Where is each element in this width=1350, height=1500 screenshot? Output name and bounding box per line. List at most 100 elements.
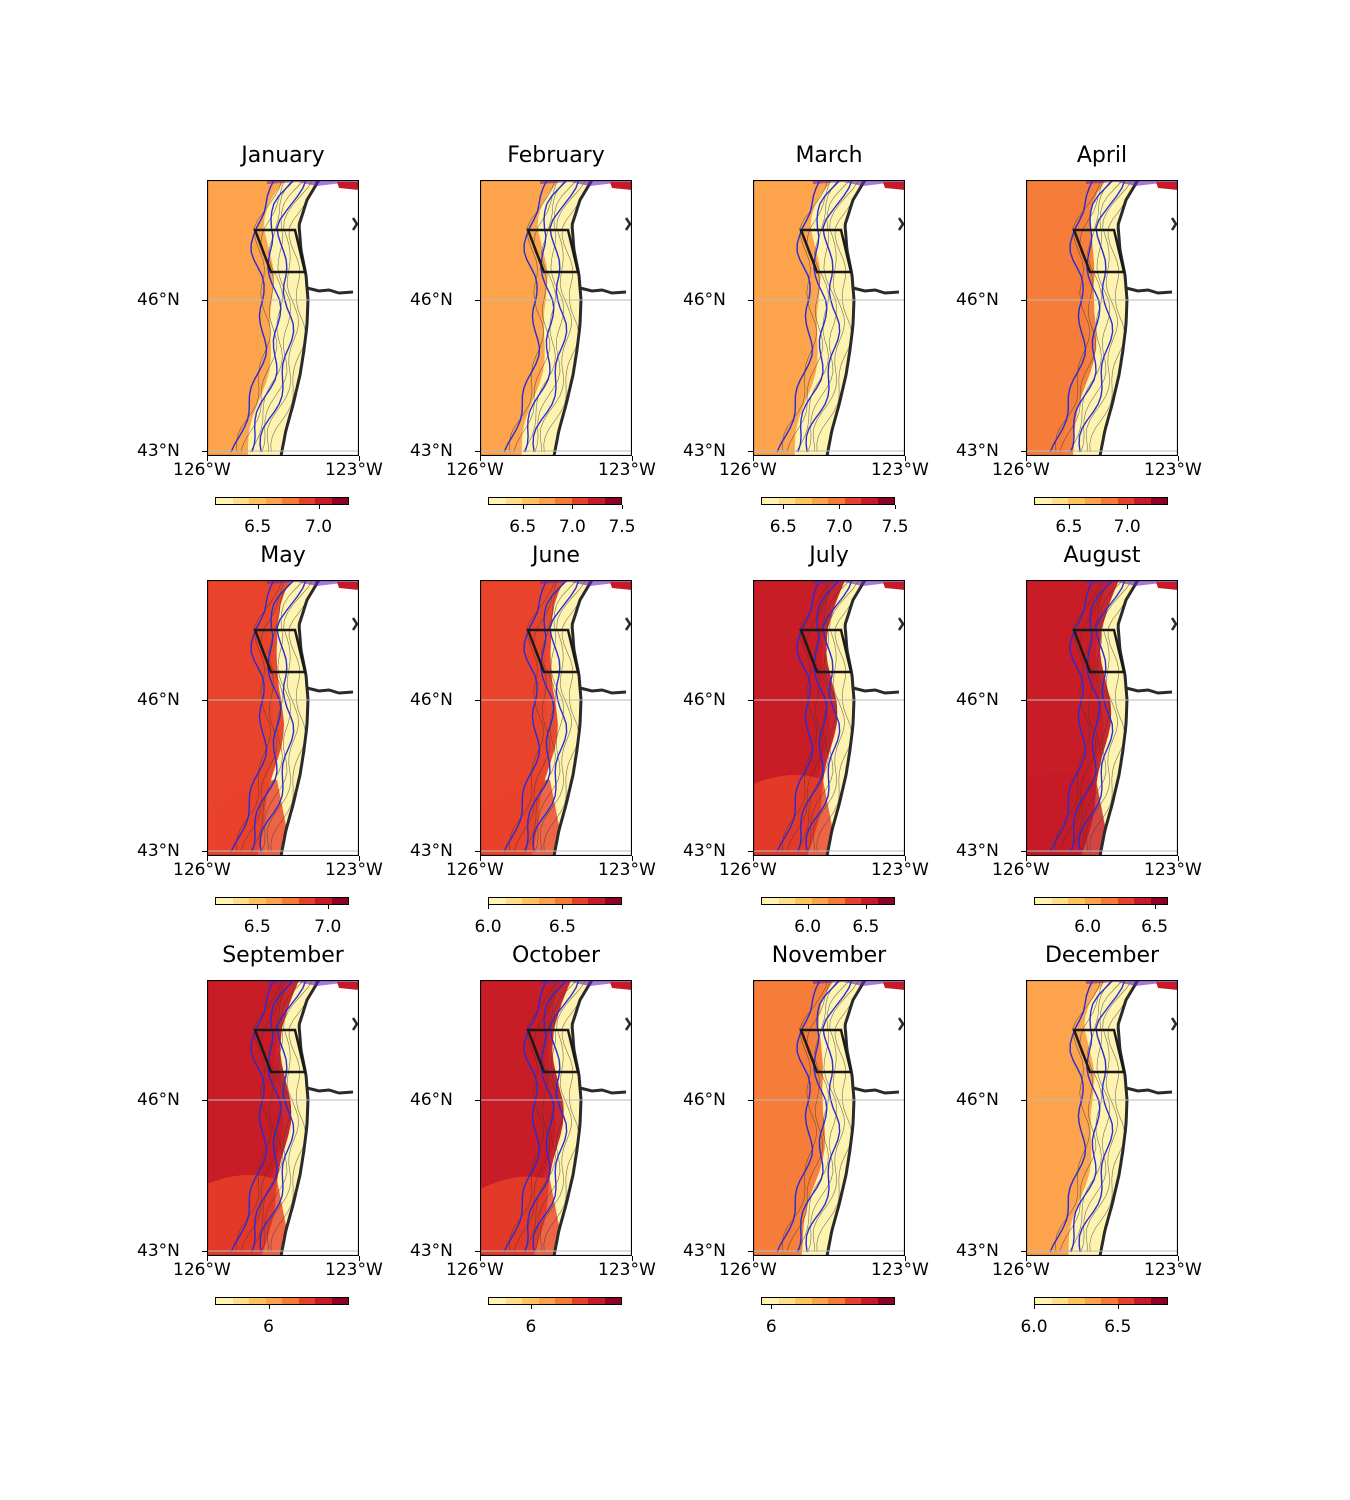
bathymetry-contour [266, 980, 314, 1253]
lon-label: 123°W [325, 860, 383, 880]
bathymetry-contour [786, 980, 831, 1253]
bathymetry-contour [235, 580, 283, 853]
panel-february: February 46°N 43°N 126°W 123°W 6.5 7.0 7.5 [410, 143, 760, 537]
colorbar-tick-label: 6.5 [509, 517, 537, 537]
lat-label: 46°N [683, 290, 726, 310]
colorbar-tick-label: 7.0 [825, 517, 853, 537]
colorbar-tick-label: 7.0 [1113, 517, 1141, 537]
lat-label: 43°N [137, 841, 180, 861]
sst-map [753, 980, 905, 1256]
study-region-box [799, 1028, 853, 1074]
isobath-contour [776, 180, 821, 453]
isobath-contour [259, 980, 307, 1253]
isobath-contour [1070, 580, 1114, 853]
lat-label: 46°N [410, 690, 453, 710]
bathymetry-contour [796, 580, 839, 853]
colorbar-tick-label: 6 [765, 1317, 777, 1337]
study-region-box [253, 228, 307, 274]
study-region-box [253, 1028, 307, 1074]
bathymetry-contour [1054, 580, 1102, 853]
bathymetry-contour [270, 580, 317, 853]
isobath-contour [524, 980, 568, 1253]
bathymetry-contour [235, 980, 283, 1253]
colorbar-tick [1087, 905, 1089, 909]
isobath-contour [797, 980, 841, 1253]
colorbar-tick [257, 505, 259, 509]
bathymetry-contour [816, 580, 863, 853]
bathymetry-contour [1089, 980, 1136, 1253]
isobath-contour [805, 580, 853, 853]
sst-map [207, 580, 359, 856]
bathymetry-contour [1089, 580, 1136, 853]
bathymetry-contour [1089, 180, 1136, 453]
bathymetry-contour [523, 580, 566, 853]
lon-label: 123°W [598, 1260, 656, 1280]
bathymetry-contour [796, 980, 839, 1253]
river-mouth [1125, 1086, 1173, 1095]
coastline [1098, 980, 1140, 1256]
bathymetry-contour [812, 980, 860, 1253]
sst-map [480, 580, 632, 856]
panel-title: August [1063, 543, 1141, 568]
isobath-contour [776, 580, 821, 853]
lon-label: 123°W [871, 460, 929, 480]
bathymetry-contour [513, 180, 558, 453]
bathymetry-contour [539, 580, 587, 853]
colorbar-tick [1117, 1305, 1119, 1309]
colorbar-tick [865, 905, 867, 909]
colorbar-tick-label: 7.0 [305, 517, 333, 537]
bathymetry-contour [523, 980, 566, 1253]
river-mouth [852, 286, 900, 295]
colorbar-tick-label: 6.5 [1055, 517, 1083, 537]
river-mouth [852, 686, 900, 695]
colorbar-tick-label: 6.5 [1104, 1317, 1132, 1337]
isobath-contour [259, 580, 307, 853]
colorbar-tick-label: 6.5 [244, 517, 272, 537]
contour-band [480, 180, 559, 456]
contour-band [753, 980, 835, 1256]
colorbar-tick [622, 505, 623, 509]
isobath-contour [797, 180, 841, 453]
lon-label: 123°W [598, 460, 656, 480]
colorbar-tick [562, 905, 564, 909]
bathymetry-contour [812, 180, 860, 453]
colorbar-tick-label: 7.0 [314, 917, 342, 937]
colorbar-tick [530, 1305, 532, 1309]
colorbar [488, 897, 622, 905]
panel-title: March [795, 143, 863, 168]
lon-label: 126°W [446, 860, 504, 880]
lat-label: 43°N [410, 441, 453, 461]
lat-label: 43°N [956, 841, 999, 861]
bathymetry-contour [1059, 180, 1104, 453]
colorbar-tick-label: 6.0 [1020, 1317, 1048, 1337]
colorbar-tick-label: 7.0 [558, 517, 586, 537]
panel-december: December 46°N 43°N 126°W 123°W 6.0 6.5 [956, 943, 1306, 1337]
lat-label: 46°N [410, 1090, 453, 1110]
isobath-contour [532, 580, 580, 853]
panel-july: July 46°N 43°N 126°W 123°W 6.0 6.5 [683, 543, 1033, 937]
lon-label: 123°W [1144, 860, 1202, 880]
panel-march: March 46°N 43°N 126°W 123°W 6.5 7.0 7.5 [683, 143, 1033, 537]
contour-band [753, 180, 832, 456]
contour-band [207, 180, 286, 456]
lon-label: 126°W [992, 1260, 1050, 1280]
sst-map [207, 980, 359, 1256]
colorbar [1034, 1297, 1168, 1305]
bathymetry-contour [1059, 980, 1104, 1253]
bathymetry-contour [508, 580, 556, 853]
bathymetry-contour [508, 980, 556, 1253]
bathymetry-contour [543, 980, 590, 1253]
colorbar-tick [807, 905, 809, 909]
river-mouth [306, 286, 354, 295]
bathymetry-contour [1069, 980, 1112, 1253]
coastline [552, 980, 594, 1256]
colorbar [761, 897, 895, 905]
isobath-contour [797, 580, 841, 853]
isobath-contour [1070, 180, 1114, 453]
bathymetry-contour [781, 980, 829, 1253]
lat-label: 46°N [137, 690, 180, 710]
bathymetry-contour [266, 180, 314, 453]
bathymetry-contour [539, 180, 587, 453]
colorbar [215, 497, 349, 505]
